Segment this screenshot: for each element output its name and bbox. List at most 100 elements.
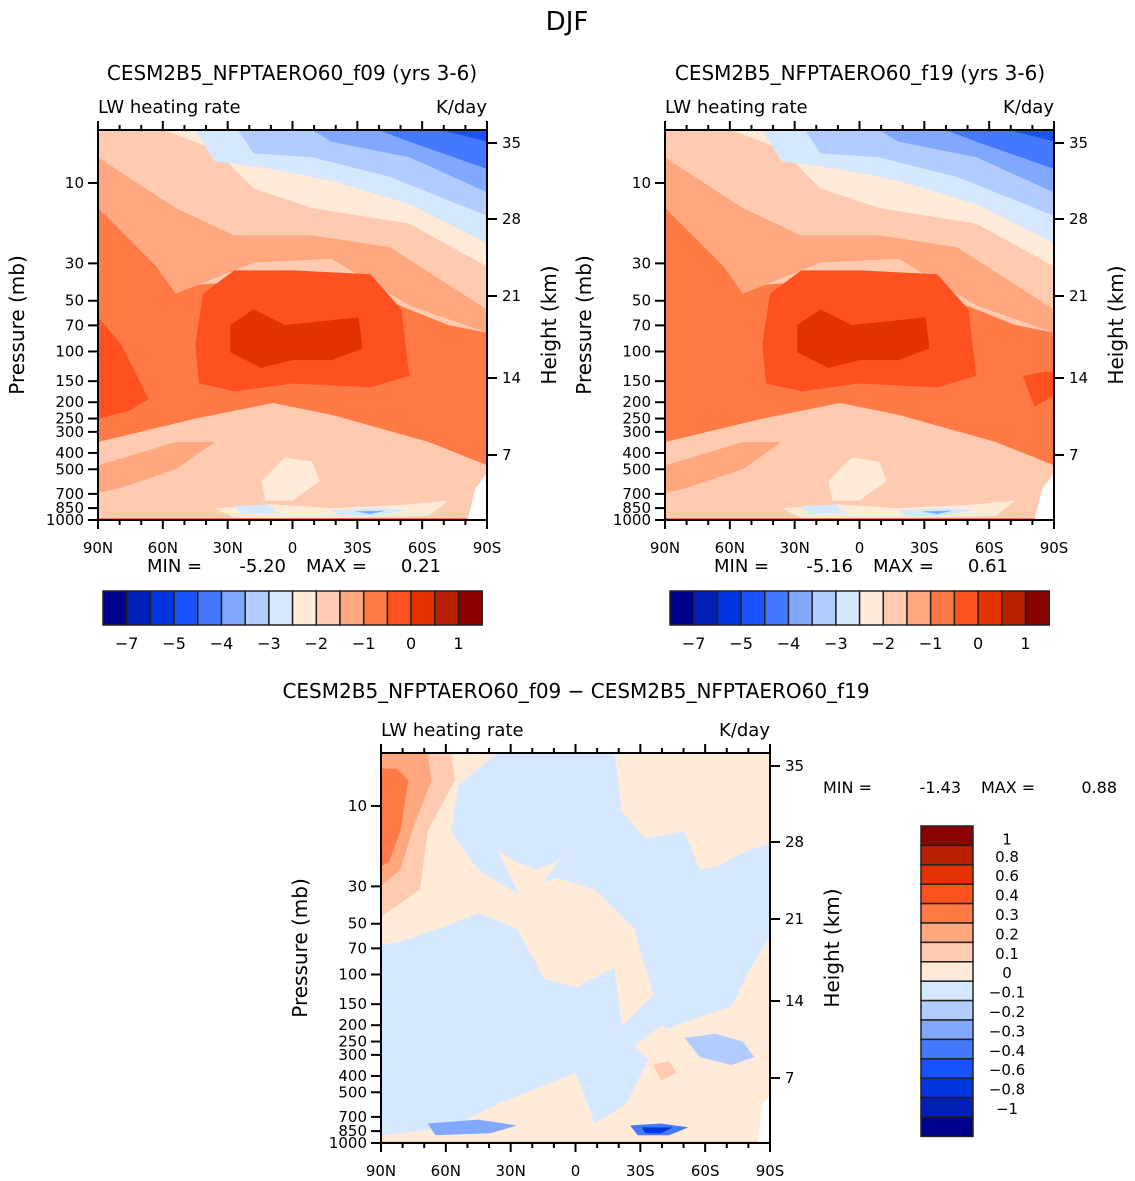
y-tick-label: 30 (632, 254, 651, 272)
y-tick-label: 200 (622, 393, 651, 411)
colorbar-box (268, 590, 294, 626)
y2-tick-label: 35 (1069, 134, 1088, 152)
y2-axis-label: Height (km) (820, 888, 844, 1007)
contour-region (98, 317, 149, 419)
min-value: -5.20 (239, 556, 286, 577)
max-label: MAX = (981, 778, 1035, 797)
colorbar-box (920, 1096, 974, 1118)
colorbar-label: −0.2 (989, 1003, 1025, 1021)
x-tick-label: 30N (496, 1162, 526, 1180)
y-tick-label: 70 (348, 939, 367, 957)
stats: MIN = -5.16 MAX = 0.61 (714, 556, 1008, 577)
y-tick-label: 30 (65, 254, 84, 272)
y-tick-label: 10 (348, 797, 367, 815)
y-tick-label: 100 (622, 342, 651, 360)
right-string: K/day (1003, 97, 1054, 118)
y-axis-label: Pressure (mb) (5, 255, 29, 395)
colorbar-label: 0.2 (995, 925, 1019, 943)
panel-title: CESM2B5_NFPTAERO60_f09 (yrs 3-6) (107, 61, 477, 85)
x-tick-label: 0 (288, 539, 298, 557)
y-tick-label: 200 (55, 393, 84, 411)
y-tick-label: 850 (338, 1122, 367, 1140)
contour-region (427, 1119, 518, 1136)
colorbar-label: −5 (729, 634, 753, 653)
max-value: 0.88 (1081, 778, 1117, 797)
colorbar-label: −2 (872, 634, 896, 653)
y-tick-label: 250 (622, 410, 651, 428)
y2-tick-label: 7 (785, 1069, 795, 1087)
right-string: K/day (436, 97, 487, 118)
contour-region (797, 309, 930, 368)
colorbar-label: −4 (777, 634, 801, 653)
axes: 90N 60N 30N 0 30S 60S 90S103050701001502002503… (613, 121, 1088, 557)
y-tick-label: 850 (622, 499, 651, 517)
y-tick-label: 700 (55, 485, 84, 503)
contour-region (665, 157, 1054, 333)
colorbar-box (835, 590, 861, 626)
contour-region (781, 500, 1016, 518)
contour-region (653, 1061, 677, 1081)
contour-region (378, 130, 487, 169)
contour-region (381, 768, 409, 867)
colorbar-box (434, 590, 460, 626)
colorbar-label: 1 (453, 634, 463, 653)
panel-f19: CESM2B5_NFPTAERO60_f19 (yrs 3-6) LW heat… (572, 61, 1128, 653)
x-tick-label: 30N (780, 539, 810, 557)
colorbar: −7 −5 −4 −3 −2 −1 0 1 (669, 590, 1050, 653)
colorbar-box (920, 1116, 974, 1138)
colorbar-box (740, 590, 766, 626)
contour-region (164, 130, 487, 267)
stats: MIN = -1.43 MAX = 0.88 (823, 778, 1117, 797)
x-tick-label: 60S (408, 539, 437, 557)
colorbar-box (977, 590, 1003, 626)
contour-region (195, 130, 487, 244)
contour-region (98, 157, 487, 333)
contour-region (354, 510, 386, 515)
contour-region (801, 504, 844, 515)
y2-tick-label: 21 (1069, 287, 1088, 305)
colorbar-box (920, 825, 974, 847)
colorbar-label: −0.1 (989, 984, 1025, 1002)
y2-tick-label: 14 (785, 992, 804, 1010)
contour-field (98, 130, 487, 520)
x-tick-label: 60N (431, 1162, 461, 1180)
colorbar-box (339, 590, 365, 626)
colorbar-box (149, 590, 175, 626)
min-value: -1.43 (920, 778, 961, 797)
colorbar-box (1024, 590, 1050, 626)
y2-tick-label: 14 (502, 369, 521, 387)
contour-region (381, 753, 770, 1136)
y-tick-label: 500 (55, 460, 84, 478)
colorbar-label: 0 (973, 634, 983, 653)
contour-region (440, 130, 487, 142)
colorbar-label: 0.6 (995, 867, 1019, 885)
panel-difference: CESM2B5_NFPTAERO60_f09 − CESM2B5_NFPTAER… (282, 679, 1117, 1180)
colorbar-box (858, 590, 885, 626)
min-label: MIN = (823, 778, 872, 797)
contour-region (497, 846, 568, 898)
x-tick-label: 90N (650, 539, 680, 557)
y-tick-label: 100 (55, 342, 84, 360)
colorbar-box (315, 590, 341, 626)
colorbar-box (1001, 590, 1027, 626)
colorbar-box (457, 590, 483, 626)
contour-region (381, 940, 498, 1112)
x-tick-label: 60N (715, 539, 745, 557)
colorbar-box (102, 590, 128, 626)
x-tick-label: 30S (343, 539, 372, 557)
colorbar-box (811, 590, 837, 626)
colorbar-box (362, 590, 389, 626)
contour-region (214, 500, 449, 518)
colorbar-box (920, 999, 974, 1021)
colorbar-label: 1 (1002, 830, 1012, 848)
colorbar-box (920, 980, 974, 1002)
contour-region (805, 130, 1054, 216)
y2-tick-label: 7 (1069, 446, 1079, 464)
max-label: MAX = (306, 556, 367, 577)
contour-region (945, 130, 1054, 169)
colorbar-box (197, 590, 223, 626)
y-tick-label: 150 (338, 995, 367, 1013)
x-tick-label: 30S (626, 1162, 655, 1180)
contour-region (879, 130, 1054, 193)
max-value: 0.21 (401, 556, 441, 577)
